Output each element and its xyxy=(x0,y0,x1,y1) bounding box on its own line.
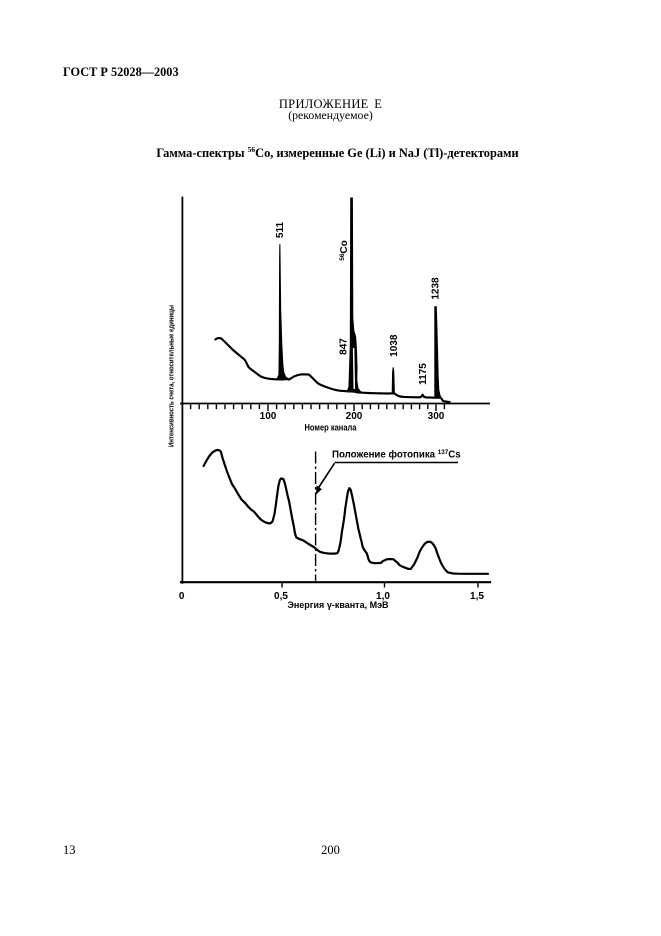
svg-text:Энергия γ-кванта, МэВ: Энергия γ-кванта, МэВ xyxy=(287,600,389,610)
svg-text:1238: 1238 xyxy=(430,277,441,300)
svg-text:300: 300 xyxy=(428,411,445,422)
svg-text:56Co: 56Co xyxy=(339,240,350,261)
svg-text:0,5: 0,5 xyxy=(274,591,288,602)
svg-text:1038: 1038 xyxy=(389,334,400,357)
svg-text:200: 200 xyxy=(346,411,363,422)
svg-text:0: 0 xyxy=(179,591,185,602)
svg-text:Положение фотопика 137Cs: Положение фотопика 137Cs xyxy=(332,449,461,461)
svg-text:1,5: 1,5 xyxy=(470,591,484,602)
svg-text:100: 100 xyxy=(260,411,277,422)
svg-text:Интенсивность счета, относител: Интенсивность счета, относительные едини… xyxy=(166,305,175,447)
svg-text:Номер канала: Номер канала xyxy=(305,423,358,433)
svg-text:1,0: 1,0 xyxy=(376,591,390,602)
svg-text:1175: 1175 xyxy=(418,363,429,385)
svg-text:847: 847 xyxy=(339,338,350,355)
svg-text:511: 511 xyxy=(275,221,286,238)
